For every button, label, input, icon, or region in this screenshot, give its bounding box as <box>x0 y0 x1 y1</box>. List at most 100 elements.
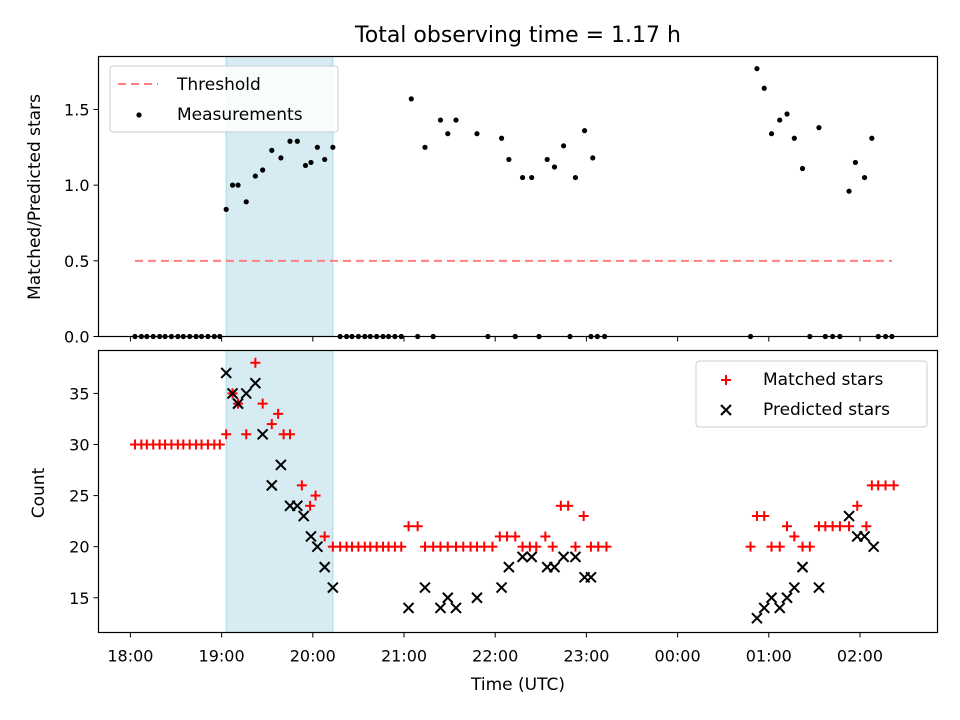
measurement-point <box>799 165 806 172</box>
matched-stars-point <box>888 480 899 491</box>
matched-stars-point <box>540 531 551 542</box>
matched-stars-point <box>852 500 863 511</box>
predicted-stars-point <box>585 571 597 584</box>
matched-stars-point <box>285 429 296 440</box>
predicted-stars-point <box>781 592 793 604</box>
measurement-point <box>252 173 258 179</box>
matched-stars-point <box>296 480 307 491</box>
measurement-point <box>816 125 822 131</box>
predicted-stars-point <box>442 592 454 604</box>
bottom-y-tick-label: 30 <box>69 436 89 455</box>
legend-threshold-label: Threshold <box>176 75 261 95</box>
measurement-point <box>498 135 505 141</box>
measurement-point <box>846 188 852 194</box>
predicted-stars-point <box>471 592 483 604</box>
measurement-point <box>519 174 526 181</box>
x-tick-label: 02:00 <box>837 647 883 666</box>
measurement-point <box>278 155 284 161</box>
top-plot-frame <box>97 55 939 338</box>
legend-cross-mark <box>720 404 732 416</box>
measurement-point <box>445 131 451 137</box>
matched-stars-point <box>782 521 793 532</box>
predicted-stars-point <box>774 602 786 614</box>
matched-stars-point <box>241 429 252 440</box>
matched-stars-point <box>578 511 589 522</box>
measurement-point <box>869 135 875 141</box>
measurement-point <box>861 174 868 181</box>
x-tick-label: 23:00 <box>563 647 609 666</box>
top-y-tick-label: 1.0 <box>64 176 89 195</box>
matched-stars-point <box>257 398 268 409</box>
measurement-point <box>287 138 293 144</box>
matched-stars-point <box>789 531 800 542</box>
predicted-stars-point <box>297 510 310 522</box>
matched-stars-point <box>412 521 423 532</box>
predicted-stars-point <box>867 540 880 553</box>
predicted-stars-point <box>503 561 515 573</box>
predicted-stars-point <box>765 592 778 604</box>
matched-stars-point <box>221 429 232 440</box>
predicted-stars-point <box>843 510 855 522</box>
bottom-y-tick-label: 15 <box>69 589 89 608</box>
measurement-point <box>551 164 558 170</box>
measurement-point <box>408 96 414 102</box>
bottom-legend: Matched stars Predicted stars <box>695 360 928 428</box>
matched-stars-point <box>403 521 414 532</box>
matched-stars-point <box>861 521 872 532</box>
predicted-stars-point <box>256 428 269 440</box>
matched-stars-point <box>396 541 407 552</box>
predicted-stars-point <box>758 602 770 614</box>
matched-stars-point <box>319 531 330 542</box>
measurement-point <box>590 155 596 161</box>
x-axis-label: Time (UTC) <box>470 675 565 695</box>
predicted-stars-point <box>751 612 763 624</box>
measurement-point <box>308 159 314 166</box>
measurement-point <box>560 143 567 149</box>
measurement-point <box>330 144 336 150</box>
predicted-stars-point <box>796 561 809 573</box>
measurement-point <box>294 138 300 144</box>
measurement-point <box>784 111 790 117</box>
legend-plus-mark <box>721 375 731 385</box>
top-y-tick-label: 1.5 <box>64 100 89 119</box>
measurement-point <box>572 174 579 181</box>
predicted-stars-point <box>318 561 331 573</box>
predicted-stars-point <box>291 500 304 512</box>
predicted-stars-point <box>557 551 570 563</box>
measurement-point <box>544 156 550 163</box>
predicted-stars-point <box>548 561 561 573</box>
matched-stars-point <box>601 541 612 552</box>
predicted-stars-point <box>434 602 447 614</box>
predicted-stars-point <box>788 581 801 594</box>
predicted-stars-point <box>813 581 825 594</box>
measurement-point <box>302 162 309 169</box>
predicted-stars-point <box>450 602 462 614</box>
predicted-stars-point <box>240 387 252 400</box>
measurement-point <box>314 144 320 150</box>
predicted-stars-point <box>305 530 317 543</box>
matched-stars-point <box>774 541 785 552</box>
measurement-point <box>223 206 229 212</box>
measurement-point <box>243 199 249 205</box>
predicted-stars-point <box>516 551 529 563</box>
matched-stars-point <box>510 531 521 542</box>
measurement-point <box>761 85 767 91</box>
predicted-stars-point <box>525 551 538 563</box>
bottom-plot-frame <box>97 349 939 634</box>
measurement-panel: Total observing time = 1.17 h 0.0 0.5 1.0 1… <box>25 23 939 347</box>
measurement-point <box>437 117 444 123</box>
predicted-stars-point <box>249 377 262 389</box>
bottom-y-axis-label: Count <box>29 467 49 518</box>
matched-stars-point <box>547 541 558 552</box>
legend-measurements-label: Measurements <box>177 105 303 125</box>
matched-stars-point <box>487 541 498 552</box>
predicted-stars-point <box>569 551 582 563</box>
measurement-point <box>768 131 775 137</box>
matched-stars-point <box>570 541 581 552</box>
predicted-stars-point <box>402 602 415 614</box>
measurement-point <box>260 167 266 173</box>
top-y-axis-label: Matched/Predicted stars <box>25 94 45 300</box>
measurement-point <box>529 174 535 181</box>
matched-stars-point <box>305 500 316 511</box>
